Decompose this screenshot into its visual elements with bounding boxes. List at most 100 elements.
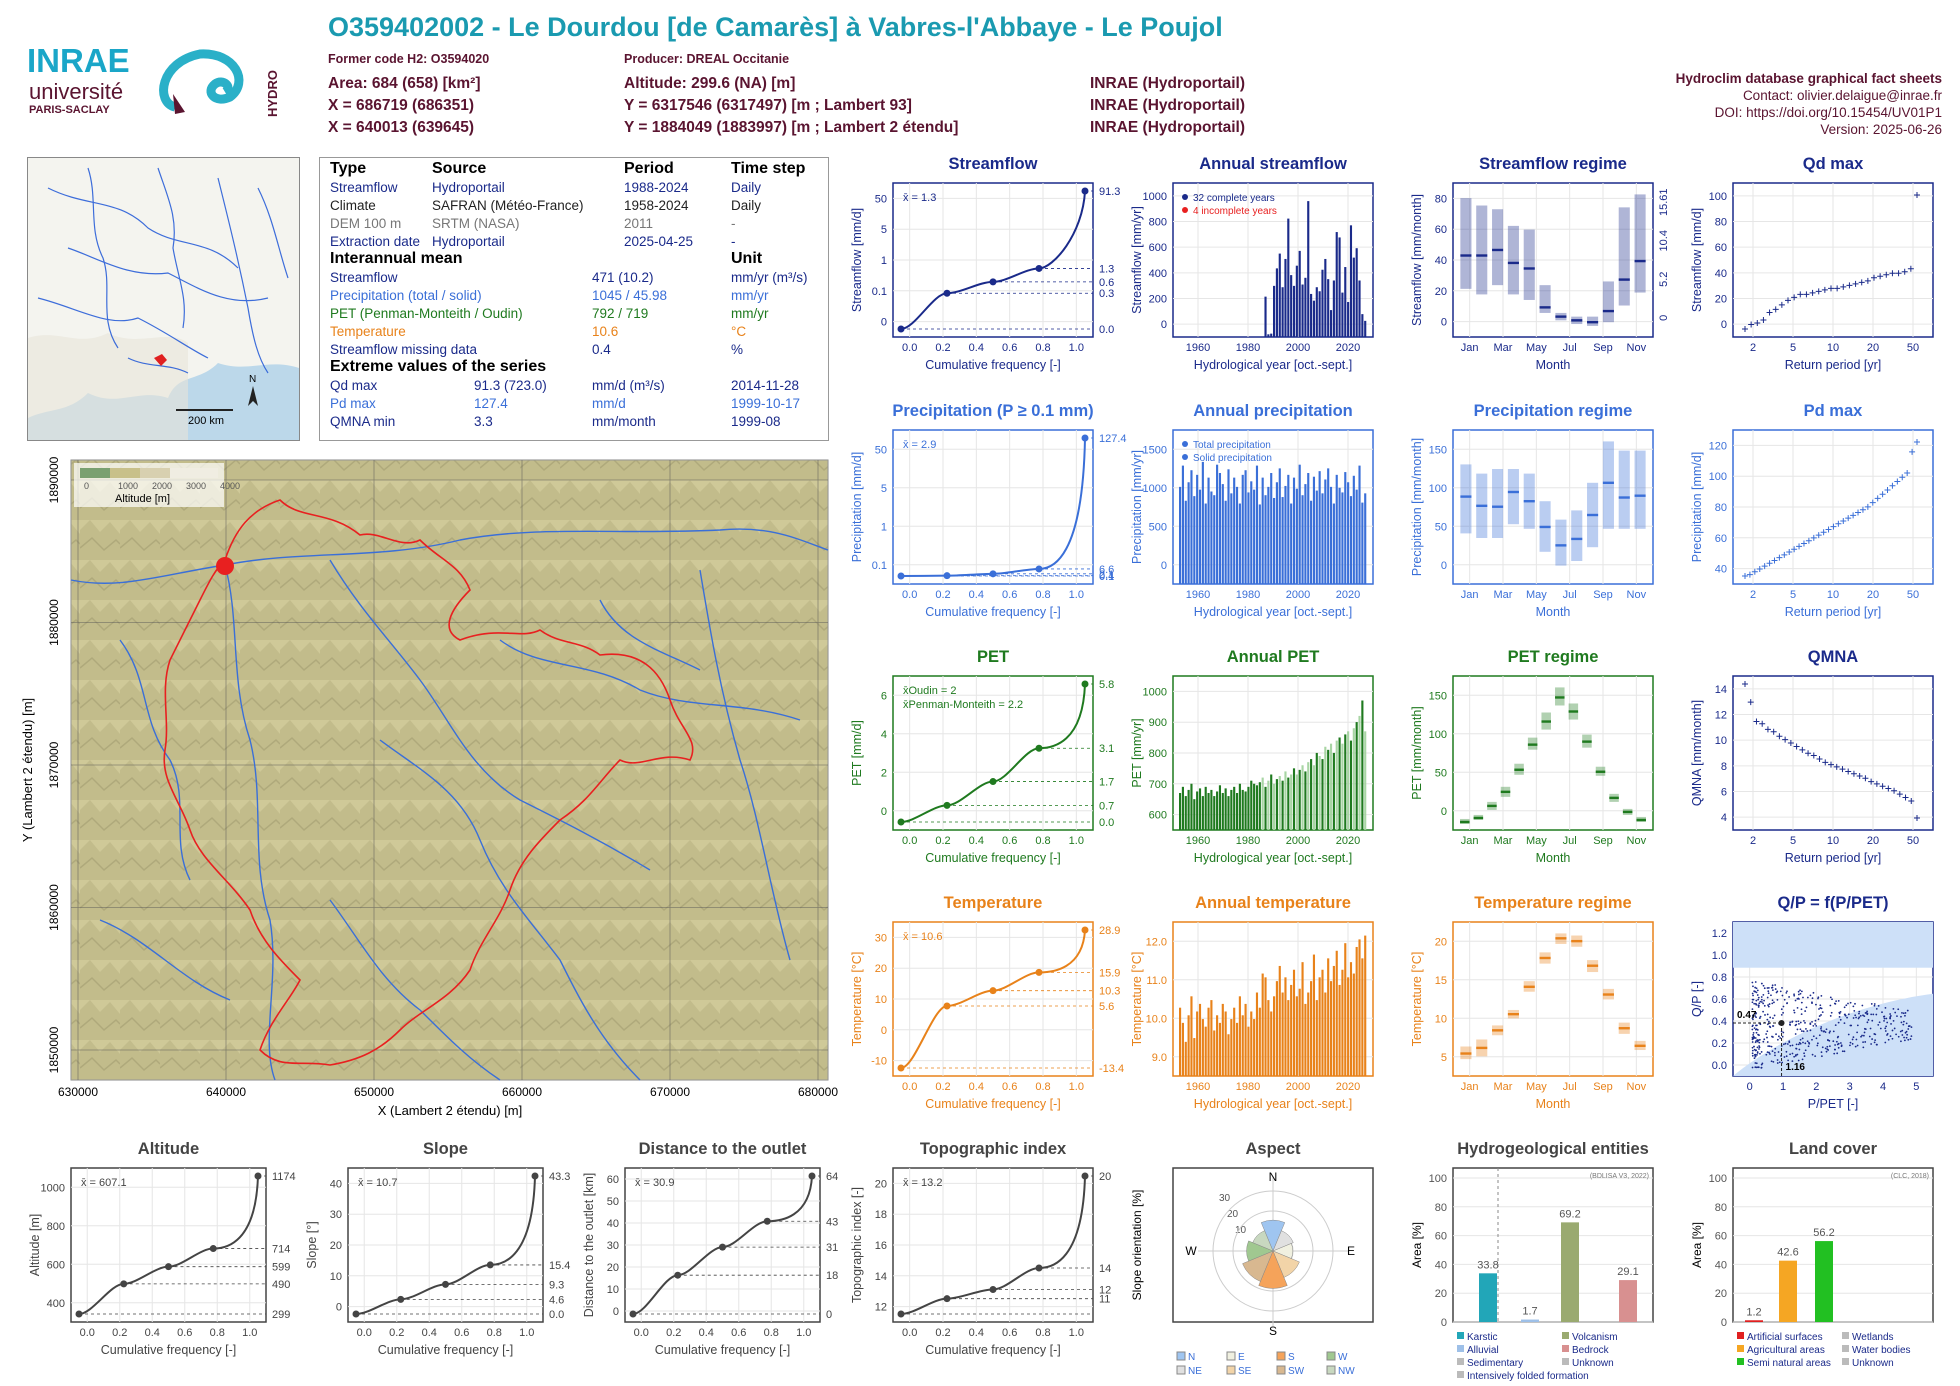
- qp-point: [1870, 1043, 1873, 1045]
- qp-point: [1828, 1045, 1831, 1048]
- quantile-value-label: 15.9: [1099, 967, 1120, 979]
- plot-frame: [624, 1167, 821, 1323]
- info-cell: °C: [731, 324, 747, 339]
- quantile-point: [352, 1310, 360, 1318]
- annual-bar: [1207, 477, 1210, 584]
- ytick-label: 30: [607, 1240, 619, 1252]
- annual-bar: [1230, 1019, 1233, 1076]
- qp-point: [1821, 1046, 1824, 1049]
- xtick-label: 1.0: [1069, 342, 1084, 354]
- quantile-value-label: 14: [1099, 1263, 1111, 1275]
- plot-frame: [1452, 429, 1654, 585]
- ytick-label: 400: [47, 1298, 65, 1310]
- qp-point: [1858, 1016, 1861, 1019]
- xaxis-label: Cumulative frequency [-]: [925, 1097, 1060, 1111]
- annual-bar: [1361, 314, 1364, 337]
- qp-point: [1756, 1029, 1759, 1031]
- annual-bar: [1344, 267, 1347, 337]
- annual_streamflow-title: Annual streamflow: [1199, 155, 1347, 173]
- hydrogeology-title: Hydrogeological entities: [1457, 1140, 1649, 1158]
- return-period-point: [1899, 474, 1906, 481]
- annual-bar: [1221, 793, 1224, 830]
- qp-point: [1881, 1011, 1883, 1014]
- cdf-curve: [900, 1175, 1086, 1315]
- xaxis-label: Cumulative frequency [-]: [925, 851, 1060, 865]
- info-cell: Period: [624, 160, 674, 177]
- yaxis-label: Slope orientation [%]: [1130, 1190, 1144, 1301]
- xtick-label: 0.6: [1002, 342, 1017, 354]
- regime-box: [1507, 1009, 1519, 1019]
- return-period-point: [1760, 316, 1767, 323]
- annual-bar: [1210, 1000, 1213, 1076]
- qp-point: [1890, 1023, 1892, 1025]
- qp-point: [1808, 1042, 1811, 1045]
- annual-bar: [1304, 277, 1307, 337]
- qp-point: [1871, 1019, 1874, 1022]
- regime-box: [1602, 281, 1614, 323]
- xtick-label: May: [1526, 589, 1547, 601]
- regime-box: [1492, 1025, 1504, 1036]
- qp-point: [1843, 1050, 1846, 1053]
- qp-point: [1752, 1031, 1755, 1034]
- ytick-label: 1: [881, 255, 887, 267]
- database-info: Hydroclim database graphical fact sheets…: [1676, 70, 1942, 138]
- info-cell: 2011: [624, 216, 654, 231]
- qp-point: [1751, 1008, 1754, 1011]
- ytick-label: 100: [1709, 191, 1727, 203]
- qp-point: [1793, 1009, 1795, 1012]
- streamflow_regime-plot: Jan Mar May Jul Sep Nov020406080MonthStreamfl…: [1410, 182, 1670, 372]
- regime-box: [1541, 712, 1551, 730]
- aspect-sector: [1242, 1250, 1274, 1282]
- regime-box: [1523, 981, 1535, 992]
- quantile-value-label: 490: [272, 1279, 290, 1291]
- annual-bar: [1213, 1030, 1216, 1076]
- ytick-label: 0.1: [872, 560, 887, 572]
- ytick-label: 1.0: [1712, 950, 1727, 962]
- return-period-point: [1873, 780, 1880, 787]
- annual-bar: [1344, 734, 1347, 830]
- xaxis-label: Hydrological year [oct.-sept.]: [1194, 358, 1352, 372]
- annual-bar: [1201, 461, 1204, 584]
- catchment-map: 0 1000 2000 3000 4000 Altitude [m] 630000 640…: [20, 456, 838, 1118]
- annual-bar: [1270, 1011, 1273, 1076]
- qp-point: [1855, 1016, 1857, 1019]
- return-period-point: [1766, 560, 1773, 567]
- qp-point: [1796, 997, 1799, 1000]
- ytick-label: 80: [1715, 502, 1727, 514]
- qp-point: [1805, 1028, 1807, 1030]
- annual-bar: [1310, 981, 1313, 1076]
- annual-bar: [1347, 302, 1350, 337]
- qp-point: [1798, 1022, 1800, 1025]
- qp-point: [1820, 1026, 1823, 1028]
- xtick-label: 2020: [1336, 1081, 1360, 1093]
- return-period-point: [1766, 309, 1773, 316]
- ytick-label: 0: [881, 317, 887, 329]
- xtick-label: 0.0: [902, 342, 917, 354]
- qp-point: [1795, 1047, 1797, 1050]
- qp-point: [1849, 1001, 1852, 1004]
- info-cell: 127.4: [474, 396, 508, 411]
- catchment-boundary: [163, 499, 694, 1066]
- qp-point: [1754, 1049, 1757, 1052]
- streamflow-title: Streamflow: [948, 155, 1038, 173]
- xtick-label: Nov: [1627, 342, 1647, 354]
- qp-point: [1844, 1013, 1846, 1016]
- annual-bar: [1238, 503, 1241, 584]
- return-period-point: [1796, 543, 1803, 550]
- qp-point: [1761, 1001, 1763, 1003]
- info-cell: 2014-11-28: [731, 378, 800, 393]
- qp-point: [1759, 1052, 1761, 1055]
- xaxis-label: Hydrological year [oct.-sept.]: [1194, 1097, 1352, 1111]
- north-arrow-icon: N: [248, 374, 258, 406]
- legend-label: Intensively folded formation: [1467, 1371, 1589, 1382]
- ytick-label: 20: [1715, 1288, 1727, 1300]
- ytick-label: 20: [875, 963, 887, 975]
- qp-point: [1878, 1021, 1881, 1024]
- regime-box: [1609, 793, 1619, 802]
- return-period-point: [1786, 549, 1793, 556]
- legend-swatch: [1176, 1351, 1186, 1361]
- qp-point: [1905, 1022, 1908, 1025]
- quantile-point: [897, 572, 905, 580]
